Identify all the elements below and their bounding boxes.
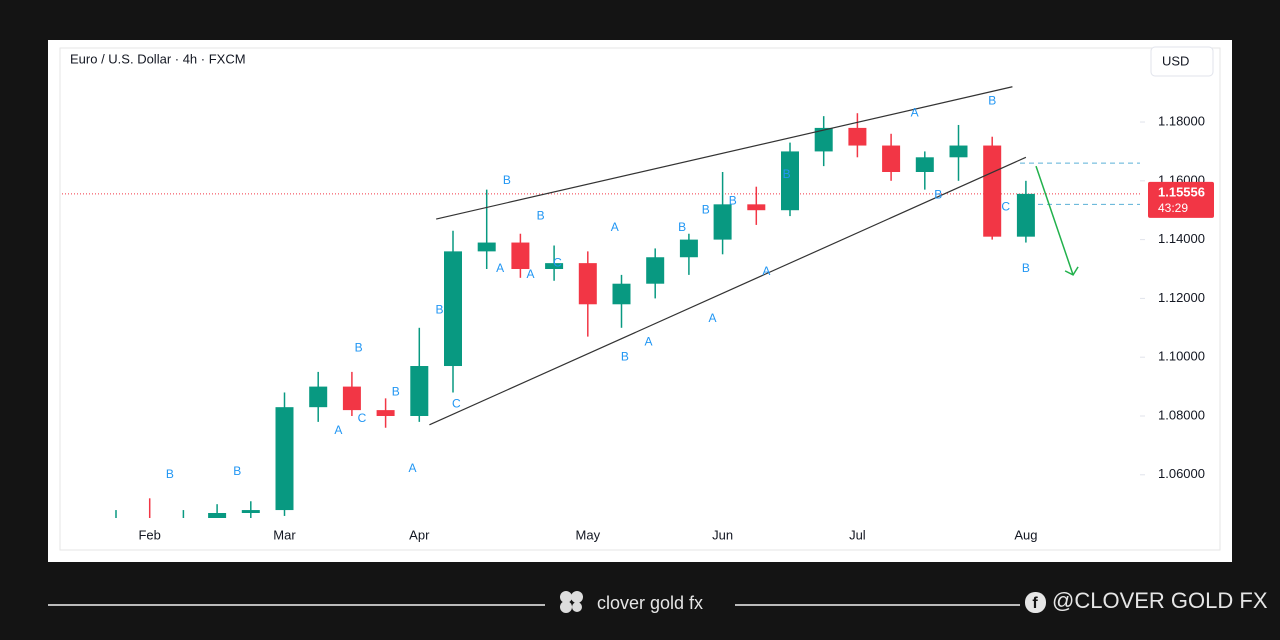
candle-body bbox=[444, 251, 462, 367]
pattern-label: A bbox=[334, 423, 342, 437]
candle-body bbox=[241, 510, 260, 514]
facebook-icon bbox=[1025, 592, 1046, 613]
x-tick-label: Aug bbox=[1014, 527, 1037, 542]
x-tick-label: Mar bbox=[273, 527, 296, 542]
pattern-label: B bbox=[729, 194, 737, 208]
candle-body bbox=[342, 386, 361, 411]
brand-name: clover gold fx bbox=[597, 593, 703, 613]
candle-body bbox=[915, 157, 934, 172]
currency-label: USD bbox=[1162, 53, 1189, 68]
candle-body bbox=[1016, 193, 1035, 237]
pattern-label: B bbox=[934, 188, 942, 202]
trendline bbox=[429, 156, 1027, 426]
candle-body bbox=[578, 263, 597, 305]
pattern-label: B bbox=[233, 464, 241, 478]
pattern-label: A bbox=[496, 261, 504, 275]
x-tick-label: Apr bbox=[409, 527, 430, 542]
currency-button[interactable] bbox=[1150, 46, 1214, 77]
pattern-label: B bbox=[503, 173, 511, 187]
pattern-label: A bbox=[911, 105, 919, 119]
pattern-label: A bbox=[762, 264, 770, 278]
y-tick-label: 1.12000 bbox=[1158, 290, 1205, 305]
price-tag-value: 1.15556 bbox=[1158, 184, 1205, 199]
x-tick-label: Jun bbox=[712, 527, 733, 542]
candle-body bbox=[376, 410, 395, 416]
candle-body bbox=[679, 239, 698, 258]
candle-body bbox=[882, 145, 901, 172]
brand-logo bbox=[560, 591, 583, 613]
pattern-label: C bbox=[1001, 199, 1010, 213]
candle-body bbox=[646, 257, 665, 284]
candle-body bbox=[747, 204, 766, 211]
candle-body bbox=[612, 283, 631, 305]
candle-body bbox=[275, 407, 294, 511]
candle-body bbox=[208, 513, 227, 518]
facebook-glyph: f bbox=[1032, 595, 1038, 612]
pattern-label: A bbox=[527, 267, 535, 281]
forecast-arrow bbox=[1035, 165, 1074, 276]
y-tick-label: 1.10000 bbox=[1158, 349, 1205, 364]
pattern-label: B bbox=[355, 341, 363, 355]
pattern-label: A bbox=[611, 220, 619, 234]
pattern-label: C bbox=[358, 411, 367, 425]
chart-panel bbox=[48, 40, 1232, 562]
candle-body bbox=[511, 242, 530, 270]
y-tick-label: 1.18000 bbox=[1158, 113, 1205, 128]
pattern-label: A bbox=[409, 461, 417, 475]
pattern-label: B bbox=[702, 202, 710, 216]
candle-body bbox=[848, 127, 867, 146]
panel-border bbox=[59, 47, 1221, 551]
candle-body bbox=[309, 386, 328, 408]
candle-body bbox=[545, 263, 564, 270]
y-tick-label: 1.14000 bbox=[1158, 231, 1205, 246]
pattern-label: B bbox=[988, 94, 996, 108]
pattern-label: C bbox=[452, 396, 461, 410]
pattern-label: B bbox=[1022, 261, 1030, 275]
candle-body bbox=[477, 242, 496, 252]
pattern-label: C bbox=[553, 255, 562, 269]
candle-body bbox=[983, 145, 1002, 237]
y-tick-label: 1.08000 bbox=[1158, 407, 1205, 422]
candle-body bbox=[781, 151, 799, 211]
price-tag-countdown: 43:29 bbox=[1158, 201, 1188, 215]
x-tick-label: Jul bbox=[849, 527, 866, 542]
x-tick-label: May bbox=[576, 527, 601, 542]
trendline bbox=[436, 86, 1013, 220]
x-tick-label: Feb bbox=[138, 527, 160, 542]
pattern-label: B bbox=[783, 167, 791, 181]
pattern-label: B bbox=[166, 467, 174, 481]
y-tick-label: 1.06000 bbox=[1158, 466, 1205, 481]
pattern-label: B bbox=[392, 385, 400, 399]
pattern-label: A bbox=[644, 335, 652, 349]
candle-body bbox=[713, 204, 732, 240]
forecast-arrowhead bbox=[1064, 266, 1079, 276]
pattern-label: A bbox=[708, 311, 716, 325]
pattern-label: B bbox=[678, 220, 686, 234]
pattern-label: B bbox=[621, 349, 629, 363]
candle-body bbox=[410, 366, 429, 416]
candle-body bbox=[814, 127, 833, 152]
chart-title: Euro / U.S. Dollar · 4h · FXCM bbox=[70, 51, 246, 66]
candle-body bbox=[949, 145, 968, 158]
price-tag bbox=[1148, 181, 1214, 218]
pattern-label: B bbox=[436, 302, 444, 316]
pattern-label: B bbox=[537, 208, 545, 222]
plot-area: B B B C A B A B C B B A A C A B A B B A B A B A B B C B bbox=[62, 86, 1140, 518]
social-handle: @CLOVER GOLD FX bbox=[1052, 588, 1268, 613]
